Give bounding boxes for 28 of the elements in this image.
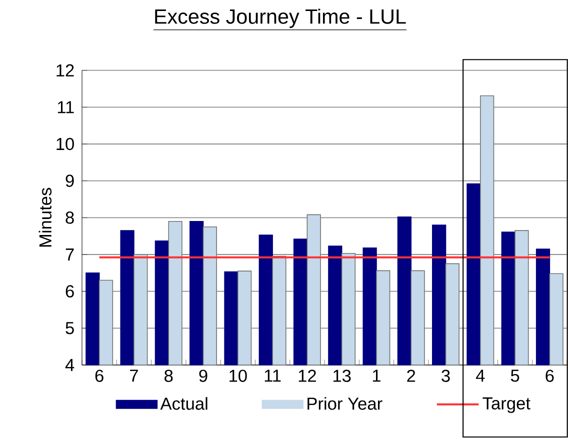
x-tick-label: 6 <box>546 370 554 382</box>
y-tick-label: 8 <box>66 212 74 224</box>
legend-label: Prior Year <box>308 397 382 410</box>
x-tick-label: 2 <box>407 370 416 382</box>
x-tick-label: 7 <box>130 370 138 382</box>
chart-title: Excess Journey Time - LUL <box>155 8 406 28</box>
x-tick-label: 3 <box>442 370 450 382</box>
x-tick-label: 13 <box>334 370 351 382</box>
x-tick-label: 8 <box>164 370 173 382</box>
x-tick-label: 11 <box>264 370 281 382</box>
y-tick-label: 5 <box>66 322 74 334</box>
legend-label: Target <box>482 397 530 413</box>
legend-label: Actual <box>160 397 208 410</box>
y-tick-label: 12 <box>56 64 74 76</box>
x-tick-label: 12 <box>298 370 316 382</box>
x-tick-label: 1 <box>372 370 380 382</box>
x-tick-label: 9 <box>199 370 208 382</box>
y-tick-label: 6 <box>66 285 74 298</box>
y-tick-label: 10 <box>56 138 74 150</box>
x-tick-label: 4 <box>476 370 485 382</box>
y-tick-label: 7 <box>66 248 74 260</box>
x-tick-label: 5 <box>510 370 520 382</box>
y-axis-title: Minutes <box>38 188 52 247</box>
y-tick-label: 9 <box>66 174 74 187</box>
x-tick-label: 10 <box>230 370 247 382</box>
y-tick-label: 11 <box>58 101 74 114</box>
x-tick-label: 6 <box>95 370 104 382</box>
y-tick-label: 4 <box>65 359 74 371</box>
